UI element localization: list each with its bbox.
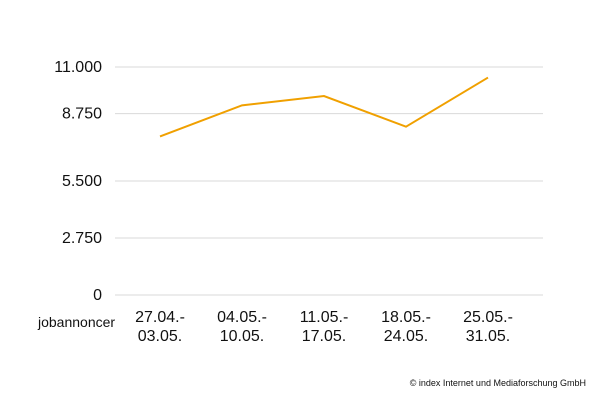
y-tick-label: 8.750 xyxy=(62,106,102,123)
copyright-credit: © index Internet und Mediaforschung GmbH xyxy=(409,378,586,388)
x-tick-label: 18.05.-24.05. xyxy=(381,309,431,345)
x-tick-label: 27.04.-03.05. xyxy=(135,309,185,345)
y-tick-label: 11.000 xyxy=(54,59,102,76)
x-axis-ticks: 27.04.-03.05. 04.05.-10.05. 11.05.-17.05. 1… xyxy=(135,309,513,345)
x-tick-label: 11.05.-17.05. xyxy=(300,309,349,345)
y-axis-label: jobannoncer xyxy=(37,314,115,330)
y-tick-label: 5.500 xyxy=(62,173,102,190)
y-tick-label: 0 xyxy=(93,287,102,304)
y-tick-label: 2.750 xyxy=(62,230,102,247)
x-tick-label: 25.05.-31.05. xyxy=(463,309,513,345)
grid-lines xyxy=(115,66,543,296)
y-axis-ticks: 0 2.750 5.500 8.750 11.000 xyxy=(54,59,102,304)
x-tick-label: 04.05.-10.05. xyxy=(217,309,267,345)
series-layer xyxy=(159,76,489,138)
series-line xyxy=(159,76,489,138)
